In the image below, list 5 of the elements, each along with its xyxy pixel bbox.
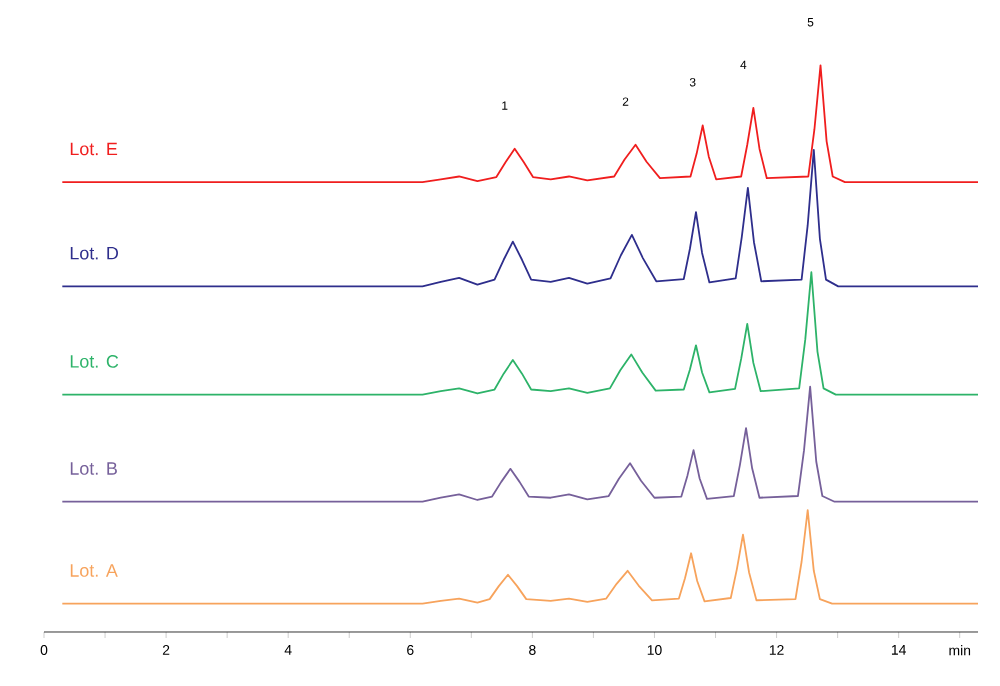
series-label: Lot. E (70, 142, 118, 156)
series-label: Lot. A (70, 564, 118, 577)
series-label: Lot. D (70, 247, 118, 260)
series-label: Lot. C (70, 355, 119, 368)
series-label: Lot. B (70, 462, 117, 475)
